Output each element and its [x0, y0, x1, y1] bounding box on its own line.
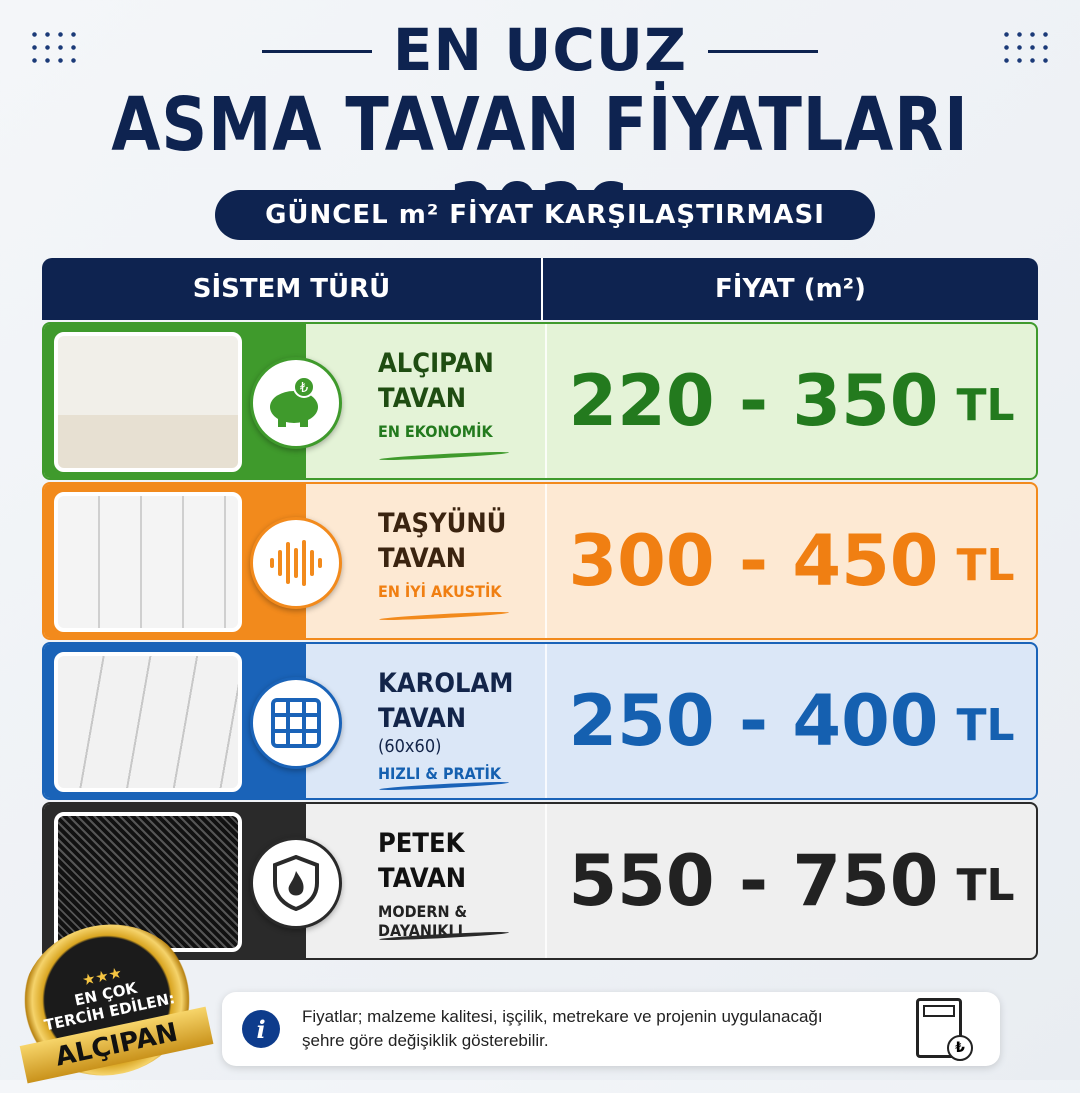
sound-wave-icon — [250, 517, 342, 609]
system-tag: HIZLI & PRATİK — [378, 764, 501, 783]
system-name: TAŞYÜNÜ TAVAN EN İYİ AKUSTİK — [378, 506, 506, 601]
system-name-line2: TAVAN — [378, 543, 467, 574]
divider — [708, 50, 818, 53]
system-name: PETEK TAVAN MODERN & DAYANIKLI — [378, 826, 528, 940]
system-cell: KAROLAM TAVAN (60x60) HIZLI & PRATİK — [44, 644, 545, 798]
system-size: (60x60) — [378, 736, 442, 757]
price-unit: TL — [956, 699, 1015, 751]
piggy-bank-icon: ₺ — [250, 357, 342, 449]
system-name: KAROLAM TAVAN (60x60) HIZLI & PRATİK — [378, 666, 513, 783]
table-row: ₺ ALÇIPAN TAVAN EN EKONOMİK 220 - 350 TL — [42, 322, 1038, 480]
price-cell: 300 - 450 TL — [545, 484, 1036, 638]
info-icon: i — [242, 1010, 280, 1048]
price-range: 300 - 450 — [568, 520, 939, 602]
system-name-line1: PETEK — [378, 828, 465, 859]
subtitle-pill: GÜNCEL m² FİYAT KARŞILAŞTIRMASI — [215, 190, 875, 240]
table-header: SİSTEM TÜRÜ FİYAT (m²) — [42, 258, 1038, 320]
swash-decor — [378, 450, 510, 462]
table-row: KAROLAM TAVAN (60x60) HIZLI & PRATİK 250… — [42, 642, 1038, 800]
system-name-line1: TAŞYÜNÜ — [378, 508, 507, 539]
price-cell: 250 - 400 TL — [545, 644, 1036, 798]
price-cell: 220 - 350 TL — [545, 324, 1036, 478]
decor-dots — [1000, 28, 1052, 68]
col-price: FİYAT (m²) — [715, 274, 866, 304]
system-name-line2: TAVAN — [378, 383, 467, 414]
table-row: TAŞYÜNÜ TAVAN EN İYİ AKUSTİK 300 - 450 T… — [42, 482, 1038, 640]
system-tag: EN EKONOMİK — [378, 422, 493, 441]
fire-shield-icon — [250, 837, 342, 929]
system-cell: ₺ ALÇIPAN TAVAN EN EKONOMİK — [44, 324, 545, 478]
note-text: Fiyatlar; malzeme kalitesi, işçilik, met… — [302, 1007, 823, 1050]
price-range: 220 - 350 — [568, 360, 939, 442]
info-note: i Fiyatlar; malzeme kalitesi, işçilik, m… — [222, 992, 1000, 1066]
ceiling-photo — [54, 332, 242, 472]
system-name: ALÇIPAN TAVAN EN EKONOMİK — [378, 346, 494, 441]
grid-icon — [250, 677, 342, 769]
divider — [262, 50, 372, 53]
system-name-line2: TAVAN — [378, 703, 467, 734]
system-cell: TAŞYÜNÜ TAVAN EN İYİ AKUSTİK — [44, 484, 545, 638]
swash-decor — [378, 610, 510, 622]
system-name-line1: ALÇIPAN — [378, 348, 494, 379]
price-unit: TL — [956, 379, 1015, 431]
title-line1: EN UCUZ — [392, 16, 688, 84]
ceiling-photo — [54, 652, 242, 792]
svg-text:₺: ₺ — [300, 381, 308, 396]
table-row: PETEK TAVAN MODERN & DAYANIKLI 550 - 750… — [42, 802, 1038, 960]
calculator-icon: ₺ — [916, 998, 973, 1061]
price-unit: TL — [956, 539, 1015, 591]
system-tag: EN İYİ AKUSTİK — [378, 582, 502, 601]
price-range: 550 - 750 — [568, 840, 939, 922]
price-unit: TL — [956, 859, 1015, 911]
decor-dots — [28, 28, 80, 68]
ceiling-photo — [54, 492, 242, 632]
col-system: SİSTEM TÜRÜ — [42, 258, 543, 320]
system-name-line2: TAVAN — [378, 863, 467, 894]
price-cell: 550 - 750 TL — [545, 804, 1036, 958]
price-range: 250 - 400 — [568, 680, 939, 762]
system-name-line1: KAROLAM — [378, 668, 514, 699]
